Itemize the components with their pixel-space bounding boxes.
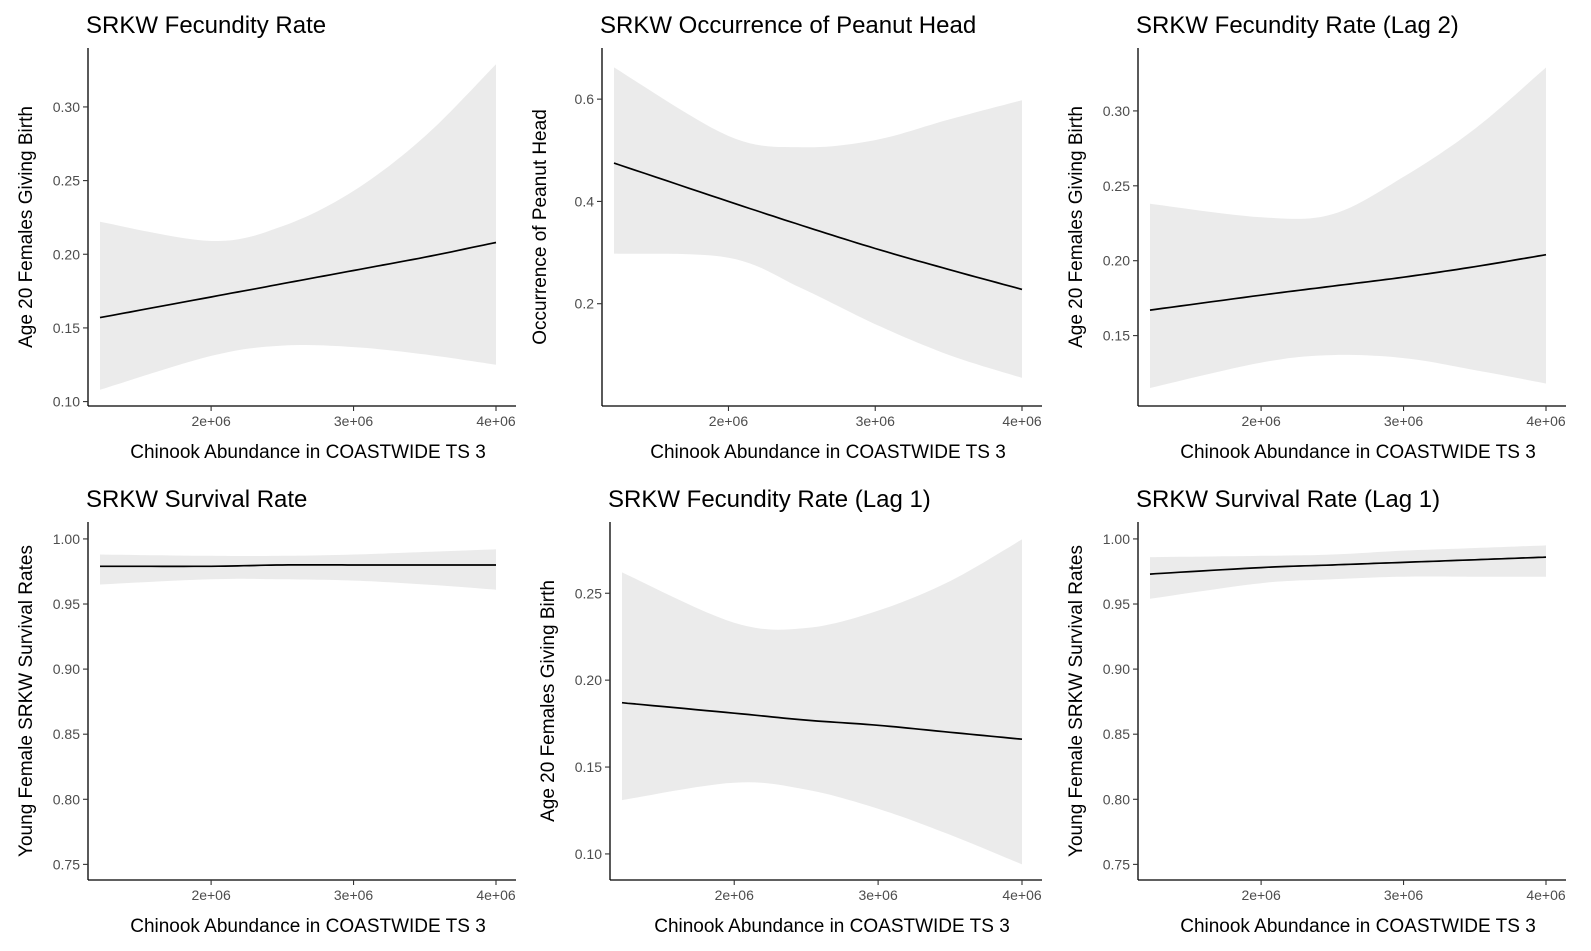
y-tick-label: 0.25: [1103, 178, 1130, 194]
confidence-band: [1150, 545, 1546, 599]
fitted-line: [613, 162, 1023, 291]
fitted-line: [1149, 556, 1547, 575]
x-tick-label: 3e+06: [858, 887, 898, 903]
y-tick-label: 0.4: [575, 193, 595, 209]
y-tick-label: 0.95: [53, 596, 80, 612]
y-tick-label: 0.20: [1103, 253, 1130, 269]
x-tick-label: 3e+06: [1384, 413, 1424, 429]
x-tick-label: 2e+06: [1241, 887, 1281, 903]
y-tick-label: 0.30: [1103, 103, 1130, 119]
confidence-band: [622, 539, 1022, 865]
chart-panel-6: 2e+06 3e+06 4e+06 0.75 0.80 0.85 0.90 0.95 1.00 S…: [1066, 486, 1566, 937]
y-tick-label: 0.25: [53, 173, 80, 189]
y-tick-label: 0.75: [1103, 856, 1130, 872]
x-tick-label: 2e+06: [191, 413, 231, 429]
y-tick-label: 0.15: [53, 320, 80, 336]
x-tick-label: 4e+06: [1526, 413, 1566, 429]
fitted-line: [100, 564, 496, 568]
x-tick-label: 4e+06: [1002, 887, 1042, 903]
chart-panel-2: 2e+06 3e+06 4e+06 0.2 0.4 0.6 SRKW Occurrence …: [530, 12, 1042, 463]
chart-title: SRKW Survival Rate (Lag 1): [1136, 486, 1440, 513]
y-tick-label: 0.75: [53, 856, 80, 872]
y-tick-label: 0.25: [575, 585, 602, 601]
y-tick-label: 0.2: [575, 296, 595, 312]
y-axis-label: Occurrence of Peanut Head: [530, 109, 551, 345]
chart-title: SRKW Fecundity Rate (Lag 2): [1136, 12, 1459, 39]
x-tick-label: 4e+06: [1002, 413, 1042, 429]
chart-title: SRKW Occurrence of Peanut Head: [600, 12, 976, 39]
fitted-line: [1149, 253, 1547, 311]
y-tick-label: 0.85: [1103, 726, 1130, 742]
y-tick-label: 0.15: [575, 759, 602, 775]
x-tick-label: 3e+06: [334, 887, 374, 903]
x-tick-label: 2e+06: [1241, 413, 1281, 429]
x-tick-label: 3e+06: [334, 413, 374, 429]
x-tick-label: 3e+06: [856, 413, 896, 429]
x-axis-label: Chinook Abundance in COASTWIDE TS 3: [130, 916, 486, 937]
x-axis-label: Chinook Abundance in COASTWIDE TS 3: [1180, 442, 1536, 463]
y-tick-label: 0.80: [53, 791, 80, 807]
y-tick-label: 0.80: [1103, 791, 1130, 807]
y-tick-label: 0.95: [1103, 596, 1130, 612]
x-axis-label: Chinook Abundance in COASTWIDE TS 3: [650, 442, 1006, 463]
x-tick-label: 3e+06: [1384, 887, 1424, 903]
y-tick-label: 0.85: [53, 726, 80, 742]
y-tick-label: 1.00: [53, 531, 80, 547]
confidence-band: [100, 64, 496, 390]
x-tick-label: 2e+06: [709, 413, 749, 429]
chart-panel-3: 2e+06 3e+06 4e+06 0.15 0.20 0.25 0.30 SRKW Fecu…: [1066, 12, 1566, 463]
fitted-line: [621, 701, 1023, 741]
chart-title: SRKW Fecundity Rate: [86, 12, 326, 39]
confidence-band: [100, 549, 496, 590]
confidence-band: [1150, 67, 1546, 388]
y-tick-label: 0.20: [53, 246, 80, 262]
x-tick-label: 2e+06: [715, 887, 755, 903]
chart-panel-4: 2e+06 3e+06 4e+06 0.75 0.80 0.85 0.90 0.95 1.00 S…: [16, 486, 516, 937]
y-axis-label: Age 20 Females Giving Birth: [16, 106, 37, 348]
y-tick-label: 0.90: [1103, 661, 1130, 677]
y-tick-label: 0.10: [53, 394, 80, 410]
y-axis-label: Age 20 Females Giving Birth: [538, 580, 559, 822]
fitted-line: [99, 241, 497, 319]
x-tick-label: 4e+06: [1526, 887, 1566, 903]
x-axis-label: Chinook Abundance in COASTWIDE TS 3: [1180, 916, 1536, 937]
y-tick-label: 0.15: [1103, 328, 1130, 344]
x-tick-label: 4e+06: [476, 887, 516, 903]
y-tick-label: 1.00: [1103, 531, 1130, 547]
y-tick-label: 0.90: [53, 661, 80, 677]
x-tick-label: 4e+06: [476, 413, 516, 429]
confidence-band: [614, 67, 1022, 378]
x-tick-label: 2e+06: [191, 887, 231, 903]
chart-panel-1: 2e+06 3e+06 4e+06 0.10 0.15 0.20 0.25 0.30 SRKW …: [16, 12, 516, 463]
y-axis-label: Young Female SRKW Survival Rates: [16, 545, 37, 857]
y-tick-label: 0.6: [575, 91, 595, 107]
y-tick-label: 0.20: [575, 672, 602, 688]
chart-panel-5: 2e+06 3e+06 4e+06 0.10 0.15 0.20 0.25 SRKW Fecu…: [538, 486, 1042, 937]
chart-title: SRKW Survival Rate: [86, 486, 307, 513]
x-axis-label: Chinook Abundance in COASTWIDE TS 3: [654, 916, 1010, 937]
x-axis-label: Chinook Abundance in COASTWIDE TS 3: [130, 442, 486, 463]
y-tick-label: 0.30: [53, 99, 80, 115]
chart-title: SRKW Fecundity Rate (Lag 1): [608, 486, 931, 513]
y-axis-label: Young Female SRKW Survival Rates: [1066, 545, 1087, 857]
y-tick-label: 0.10: [575, 846, 602, 862]
y-axis-label: Age 20 Females Giving Birth: [1066, 106, 1087, 348]
